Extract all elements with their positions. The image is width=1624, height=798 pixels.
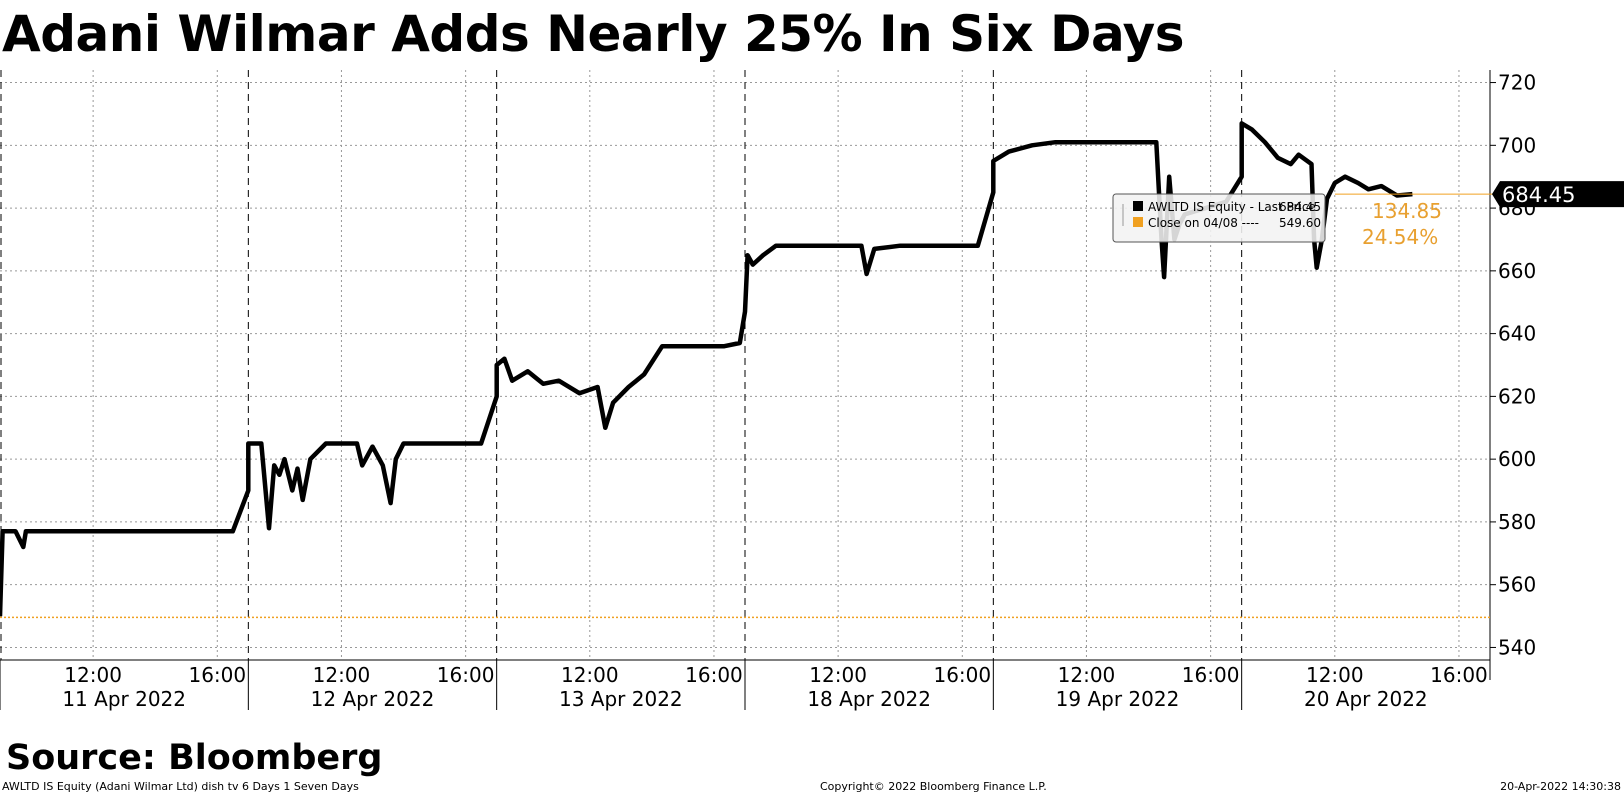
change-percent: 24.54% (1362, 225, 1438, 249)
y-tick-label: 560 (1498, 573, 1536, 597)
x-tick-label: 16:00 (437, 663, 495, 687)
x-tick-label: 12:00 (1306, 663, 1364, 687)
y-tick-label: 540 (1498, 635, 1536, 659)
x-tick-label: 12:00 (313, 663, 371, 687)
last-price-tag-text: 684.45 (1502, 183, 1575, 207)
y-tick-label: 700 (1498, 133, 1536, 157)
legend-swatch (1133, 217, 1143, 227)
y-tick-label: 640 (1498, 322, 1536, 346)
y-tick-label: 720 (1498, 71, 1536, 95)
x-tick-label: 16:00 (685, 663, 743, 687)
x-tick-label: 12:00 (561, 663, 619, 687)
last-price-tag (1492, 181, 1624, 208)
x-tick-label: 16:00 (1430, 663, 1488, 687)
y-tick-label: 620 (1498, 384, 1536, 408)
x-tick-label: 16:00 (933, 663, 991, 687)
y-tick-label: 600 (1498, 447, 1536, 471)
axes (0, 70, 1496, 710)
footer-security: AWLTD IS Equity (Adani Wilmar Ltd) dish … (2, 780, 359, 793)
footer-timestamp: 20-Apr-2022 14:30:38 (1500, 780, 1621, 793)
x-tick-label: 12:00 (809, 663, 867, 687)
x-day-label: 11 Apr 2022 (62, 687, 186, 711)
x-day-label: 13 Apr 2022 (559, 687, 683, 711)
chart-title: Adani Wilmar Adds Nearly 25% In Six Days (2, 5, 1185, 63)
x-day-label: 12 Apr 2022 (311, 687, 435, 711)
change-absolute: 134.85 (1372, 199, 1442, 223)
x-day-label: 19 Apr 2022 (1056, 687, 1180, 711)
legend-label: Close on 04/08 ---- (1148, 216, 1259, 230)
legend-value: 684.45 (1279, 200, 1321, 214)
x-tick-label: 16:00 (1182, 663, 1240, 687)
session-separators (0, 70, 1243, 660)
footer-copyright: Copyright© 2022 Bloomberg Finance L.P. (820, 780, 1047, 793)
y-tick-label: 580 (1498, 510, 1536, 534)
x-day-label: 18 Apr 2022 (807, 687, 931, 711)
legend-label: AWLTD IS Equity - Last Price (1148, 200, 1316, 214)
x-day-label: 20 Apr 2022 (1304, 687, 1428, 711)
source-label: Source: Bloomberg (6, 738, 383, 778)
y-tick-label: 660 (1498, 259, 1536, 283)
legend-value: 549.60 (1279, 216, 1321, 230)
x-tick-label: 12:00 (1058, 663, 1116, 687)
legend-box (1112, 193, 1326, 243)
x-tick-label: 12:00 (64, 663, 122, 687)
x-tick-label: 16:00 (188, 663, 246, 687)
price-line (0, 121, 1413, 617)
legend-swatch (1133, 201, 1143, 211)
price-line-layer (0, 121, 1413, 617)
